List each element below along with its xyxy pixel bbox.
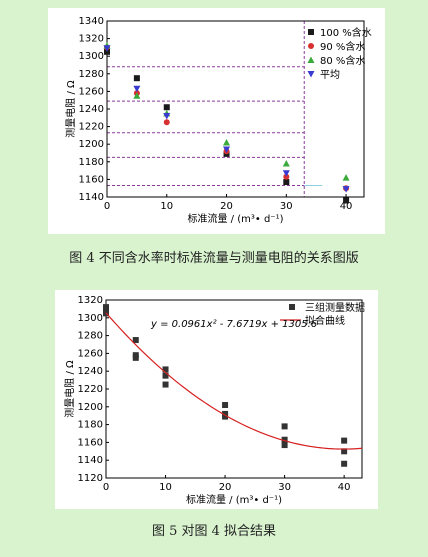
x-tick-label: 10 — [159, 482, 172, 493]
y-tick-label: 1280 — [79, 69, 104, 80]
legend-label: 平均 — [320, 69, 340, 81]
data-point — [342, 174, 350, 181]
y-tick-label: 1180 — [79, 157, 104, 168]
y-axis-label: 测量电阻 / Ω — [64, 80, 77, 138]
x-tick-label: 30 — [280, 201, 293, 212]
legend-label: 拟合曲线 — [305, 314, 345, 327]
data-point — [223, 146, 231, 153]
y-tick-label: 1220 — [78, 384, 103, 395]
figure-5-panel: 1120 1140 1160 1180 1200 1220 1240 1260 1280 1300… — [55, 290, 378, 509]
data-point — [282, 170, 290, 177]
data-point — [103, 45, 111, 52]
data-point — [281, 423, 288, 430]
y-tick-label: 1160 — [78, 437, 103, 448]
data-point — [133, 92, 141, 99]
x-tick-label: 20 — [219, 482, 232, 493]
x-axis-label: 标准流量 / (m³• d⁻¹) — [186, 493, 282, 506]
y-tick-label: 1120 — [78, 473, 103, 484]
data-point — [222, 413, 229, 420]
legend-label: 100 %含水 — [320, 26, 372, 39]
data-point — [281, 442, 288, 449]
x-tick-label: 40 — [338, 482, 351, 493]
data-point — [341, 460, 348, 467]
data-point — [283, 173, 290, 180]
y-tick-label: 1200 — [78, 402, 103, 413]
x-tick-label: 40 — [340, 201, 353, 212]
x-tick-label: 0 — [103, 482, 109, 493]
data-point — [342, 186, 350, 193]
x-tick-label: 30 — [278, 482, 291, 493]
data-point — [133, 85, 141, 93]
data-point — [103, 304, 109, 311]
x-tick-label: 20 — [220, 201, 233, 212]
data-point — [281, 436, 288, 443]
data-point — [163, 104, 170, 111]
x-axis-label: 标准流量 / (m³• d⁻¹) — [188, 212, 284, 225]
legend-label: 三组测量数据 — [305, 301, 365, 314]
y-tick-label: 1240 — [79, 104, 104, 115]
legend-marker — [307, 56, 315, 63]
data-point — [283, 179, 290, 186]
data-point — [133, 75, 140, 82]
data-point — [104, 48, 110, 55]
figure-5-chart: 1120 1140 1160 1180 1200 1220 1240 1260 1280 1300… — [63, 295, 365, 506]
legend-label: 90 %含水 — [320, 40, 365, 53]
figure-4-chart: 1140 1160 1180 1200 1220 1240 1260 1280 1300 1320… — [64, 16, 372, 225]
y-tick-label: 1340 — [79, 16, 104, 27]
data-point — [343, 197, 350, 204]
y-axis-label: 测量电阻 / Ω — [63, 360, 76, 418]
data-point — [132, 337, 139, 344]
data-point — [341, 437, 348, 444]
data-point — [132, 354, 139, 361]
y-tick-label: 1280 — [78, 331, 103, 342]
y-tick-label: 1160 — [79, 174, 104, 185]
figure-5-caption: 图 5 对图 4 拟合结果 — [151, 524, 277, 539]
y-tick-label: 1260 — [78, 348, 103, 359]
y-tick-label: 1220 — [79, 122, 104, 133]
y-tick-label: 1140 — [79, 192, 104, 203]
y-tick-label: 1320 — [79, 34, 104, 45]
y-tick-label: 1300 — [79, 51, 104, 62]
y-tick-label: 1300 — [78, 313, 103, 324]
fit-equation: y = 0.0961x² - 7.6719x + 1305.6 — [150, 319, 317, 330]
y-tick-label: 1240 — [78, 366, 103, 377]
figure-4-caption: 图 4 不同含水率时标准流量与测量电阻的关系图版 — [69, 251, 359, 266]
data-point — [162, 366, 169, 373]
y-tick-label: 1200 — [79, 139, 104, 150]
data-point — [223, 138, 231, 146]
fit-curve — [105, 312, 363, 450]
data-point — [162, 372, 169, 379]
data-point — [341, 448, 348, 455]
data-point — [163, 113, 171, 120]
y-tick-label: 1140 — [78, 455, 103, 466]
data-point — [163, 119, 170, 126]
x-tick-label: 0 — [104, 201, 110, 212]
y-tick-label: 1320 — [78, 295, 103, 306]
data-point — [282, 160, 290, 167]
data-point — [162, 381, 169, 388]
legend-marker — [289, 304, 295, 310]
legend-marker — [308, 29, 314, 35]
legend-marker — [307, 71, 315, 78]
data-point — [222, 402, 229, 409]
x-tick-label: 10 — [160, 201, 173, 212]
figure-4-panel: 1140 1160 1180 1200 1220 1240 1260 1280 1300 1320… — [48, 8, 385, 234]
legend-label: 80 %含水 — [320, 54, 365, 67]
y-tick-label: 1180 — [78, 420, 103, 431]
legend-marker — [308, 43, 314, 49]
y-tick-label: 1260 — [79, 86, 104, 97]
